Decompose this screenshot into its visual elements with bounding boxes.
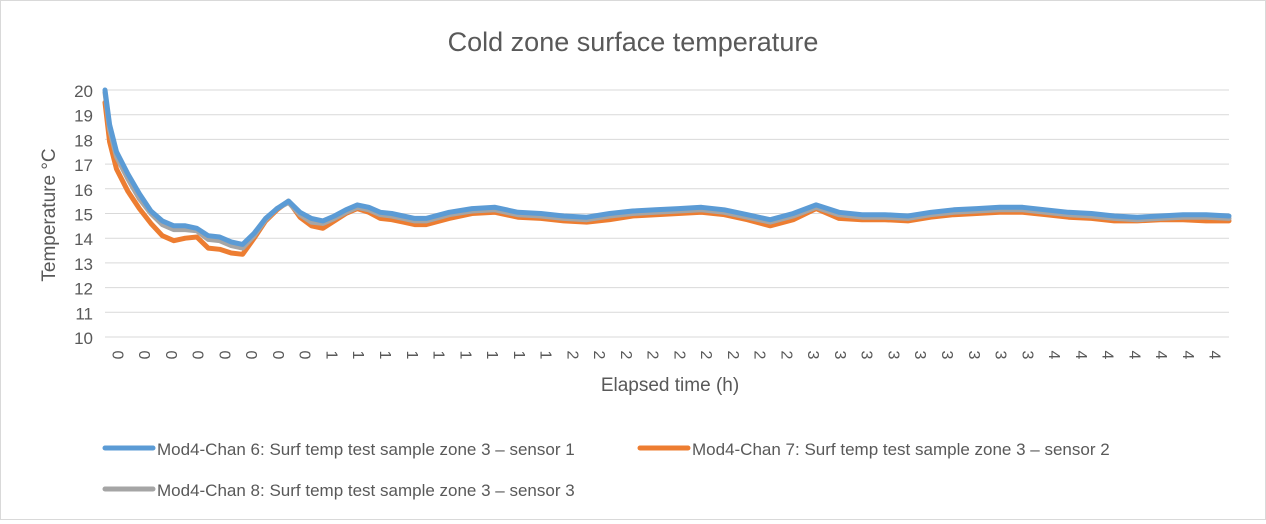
- x-tick-label: 2: [563, 351, 580, 360]
- x-tick-label: 0: [296, 351, 313, 360]
- x-tick-label: 0: [135, 351, 152, 360]
- x-tick-label: 4: [1179, 351, 1196, 360]
- x-tick-label: 2: [751, 351, 768, 360]
- x-tick-label: 1: [537, 351, 554, 360]
- x-tick-label: 1: [349, 351, 366, 360]
- x-tick-label: 3: [992, 351, 1009, 360]
- x-tick-label: 3: [858, 351, 875, 360]
- legend-item-3[interactable]: Mod4-Chan 8: Surf temp test sample zone …: [102, 481, 575, 500]
- x-tick-label: 1: [430, 351, 447, 360]
- x-tick-label: 3: [1018, 351, 1035, 360]
- x-tick-label: 2: [697, 351, 714, 360]
- x-tick-label: 3: [831, 351, 848, 360]
- x-tick-label: 2: [590, 351, 607, 360]
- x-tick-label: 4: [1152, 351, 1169, 360]
- legend: Mod4-Chan 6: Surf temp test sample zone …: [102, 440, 1110, 500]
- y-axis-ticks: 10 11 12 13 14 15 16 17 18 19 20: [74, 82, 93, 348]
- y-tick-label: 20: [74, 82, 93, 101]
- x-tick-label: 3: [965, 351, 982, 360]
- x-tick-label: 4: [1099, 351, 1116, 360]
- y-tick-label: 11: [75, 304, 93, 323]
- x-tick-label: 0: [242, 351, 259, 360]
- legend-label-3: Mod4-Chan 8: Surf temp test sample zone …: [157, 481, 575, 500]
- x-tick-label: 2: [777, 351, 794, 360]
- y-tick-label: 15: [74, 206, 93, 225]
- y-tick-label: 10: [74, 329, 93, 348]
- x-tick-label: 1: [483, 351, 500, 360]
- x-tick-label: 0: [108, 351, 125, 360]
- x-tick-label: 2: [617, 351, 634, 360]
- x-tick-label: 1: [376, 351, 393, 360]
- y-tick-label: 12: [74, 280, 93, 299]
- y-tick-label: 16: [74, 181, 93, 200]
- y-tick-label: 19: [74, 107, 93, 126]
- x-tick-label: 2: [670, 351, 687, 360]
- legend-item-2[interactable]: Mod4-Chan 7: Surf temp test sample zone …: [637, 440, 1110, 459]
- x-tick-label: 4: [1206, 351, 1223, 360]
- legend-label-2: Mod4-Chan 7: Surf temp test sample zone …: [692, 440, 1110, 459]
- chart-title: Cold zone surface temperature: [448, 27, 819, 57]
- x-tick-label: 1: [322, 351, 339, 360]
- x-tick-label: 3: [804, 351, 821, 360]
- y-axis-label: Temperature °C: [39, 148, 60, 281]
- series-line-3: [102, 90, 1232, 251]
- series-line-2: [102, 99, 1232, 257]
- legend-item-1[interactable]: Mod4-Chan 6: Surf temp test sample zone …: [102, 440, 575, 459]
- x-tick-label: 4: [1045, 351, 1062, 360]
- x-tick-label: 1: [403, 351, 420, 360]
- series-lines: [102, 87, 1232, 257]
- y-tick-label: 18: [74, 131, 93, 150]
- x-tick-label: 0: [162, 351, 179, 360]
- y-tick-label: 14: [74, 230, 93, 249]
- x-tick-label: 0: [215, 351, 232, 360]
- x-tick-label: 1: [456, 351, 473, 360]
- y-tick-label: 13: [74, 255, 93, 274]
- series-line-1: [102, 87, 1232, 247]
- x-tick-label: 2: [644, 351, 661, 360]
- x-tick-label: 0: [269, 351, 286, 360]
- y-tick-label: 17: [74, 156, 93, 175]
- x-tick-label: 3: [911, 351, 928, 360]
- x-tick-label: 3: [884, 351, 901, 360]
- x-axis-label: Elapsed time (h): [601, 375, 739, 396]
- x-tick-label: 2: [724, 351, 741, 360]
- x-tick-label: 3: [938, 351, 955, 360]
- x-tick-label: 1: [510, 351, 527, 360]
- x-tick-label: 4: [1072, 351, 1089, 360]
- x-tick-label: 4: [1125, 351, 1142, 360]
- legend-label-1: Mod4-Chan 6: Surf temp test sample zone …: [157, 440, 575, 459]
- x-tick-label: 0: [189, 351, 206, 360]
